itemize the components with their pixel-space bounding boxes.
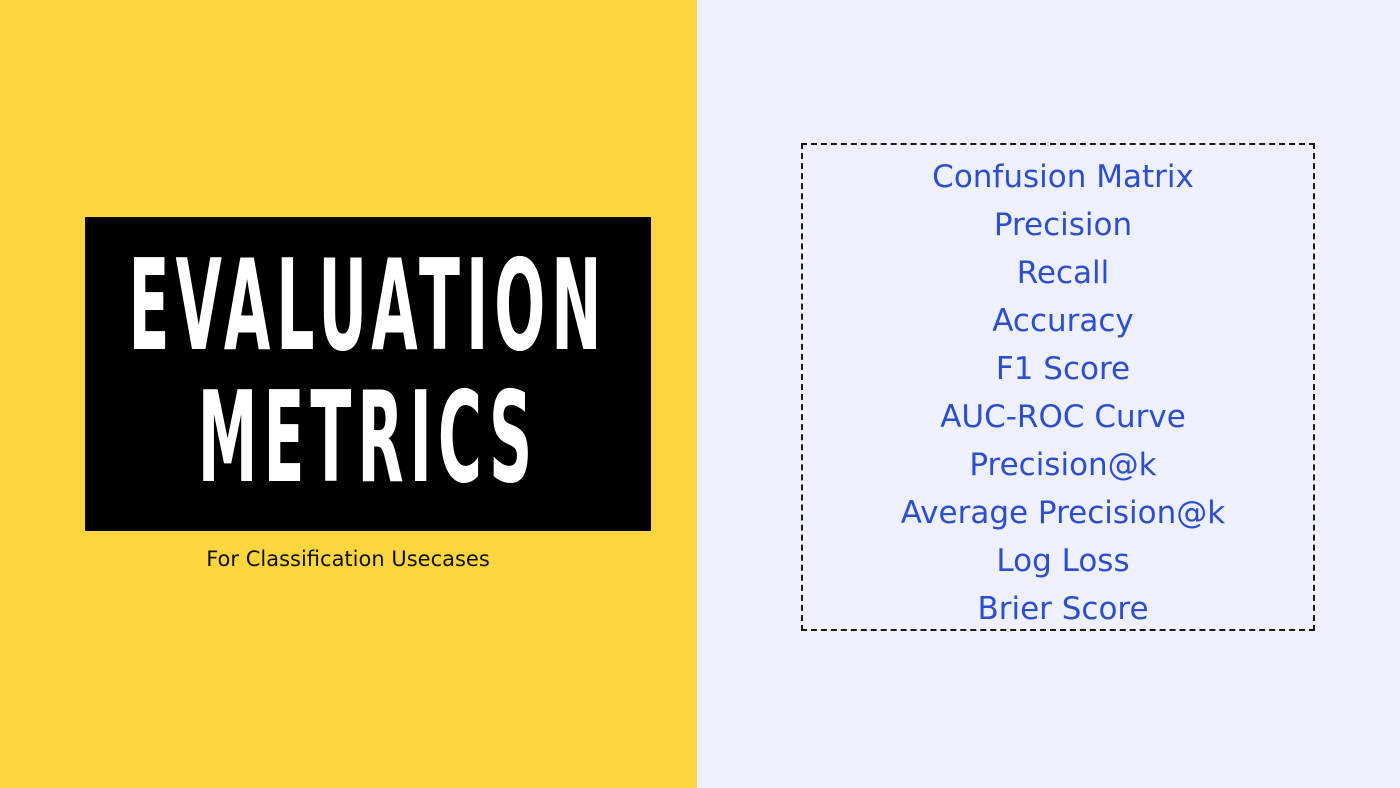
right-panel: [697, 0, 1400, 788]
metric-item: Accuracy: [992, 303, 1134, 339]
metric-item: Log Loss: [996, 543, 1130, 579]
metric-item: F1 Score: [995, 351, 1131, 387]
metric-item: Precision@k: [969, 447, 1157, 483]
metric-item: Confusion Matrix: [932, 159, 1194, 195]
metric-item: Recall: [1016, 255, 1110, 291]
metric-item: Brier Score: [977, 591, 1149, 627]
title-line-1: EVALUATION: [128, 233, 608, 381]
metric-item: Average Precision@k: [900, 495, 1226, 531]
subtitle: For Classification Usecases: [206, 547, 490, 571]
metrics-list: Confusion Matrix Precision Recall Accura…: [803, 153, 1323, 633]
metric-item: Precision: [993, 207, 1133, 243]
left-panel: EVALUATION METRICS For Classification Us…: [0, 0, 697, 788]
metric-item: AUC-ROC Curve: [940, 399, 1186, 435]
title-line-2: METRICS: [197, 365, 539, 513]
title-block: EVALUATION METRICS: [85, 217, 651, 531]
metrics-box: Confusion Matrix Precision Recall Accura…: [801, 143, 1315, 631]
